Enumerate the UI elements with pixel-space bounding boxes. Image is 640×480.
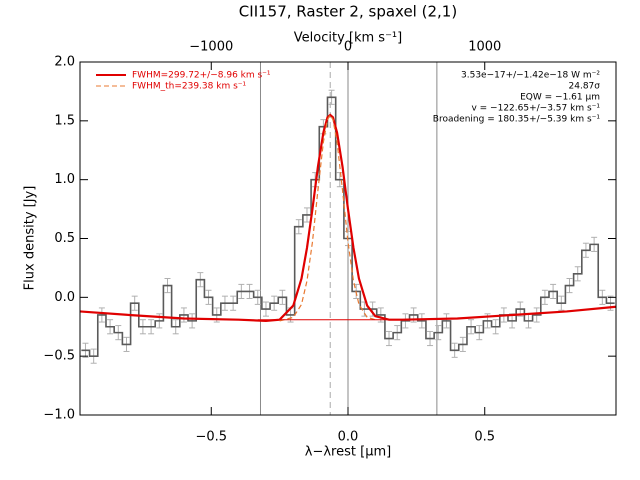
y-tick-label: 0.0 bbox=[54, 290, 75, 305]
annotation: v = −122.65+/−3.57 km s⁻¹ bbox=[471, 104, 600, 114]
y-tick-label: 2.0 bbox=[54, 55, 75, 70]
x2-tick-label: −1000 bbox=[189, 40, 233, 55]
y-tick-label: 1.5 bbox=[54, 113, 75, 128]
x2-tick-label: 0 bbox=[344, 40, 352, 55]
annotation: 3.53e−17+/−1.42e−18 W m⁻² bbox=[461, 71, 600, 81]
y-axis-label: Flux density [Jy] bbox=[23, 186, 38, 291]
annotation: Broadening = 180.35+/−5.39 km s⁻¹ bbox=[433, 115, 601, 125]
x-tick-label: −0.5 bbox=[195, 430, 227, 445]
y-tick-label: 1.0 bbox=[54, 172, 75, 187]
y-tick-label: −1.0 bbox=[43, 408, 75, 423]
x2-axis-label: Velocity [km s⁻¹] bbox=[294, 31, 402, 46]
annotation: EQW = −1.61 μm bbox=[520, 93, 600, 103]
x-tick-label: 0.5 bbox=[474, 430, 495, 445]
spectrum-step bbox=[81, 96, 615, 357]
x-axis-label: λ−λrest [μm] bbox=[305, 445, 391, 460]
legend-label: FWHM_th=239.38 km s⁻¹ bbox=[132, 82, 247, 92]
y-tick-label: 0.5 bbox=[54, 231, 75, 246]
y-tick-label: −0.5 bbox=[43, 349, 75, 364]
x2-tick-label: 1000 bbox=[468, 40, 501, 55]
chart-title: CII157, Raster 2, spaxel (2,1) bbox=[239, 3, 457, 21]
fit-line bbox=[79, 113, 617, 322]
legend-label: FWHM=299.72+/−8.96 km s⁻¹ bbox=[132, 71, 271, 81]
x-tick-label: 0.0 bbox=[338, 430, 359, 445]
annotation: 24.87σ bbox=[569, 82, 601, 92]
